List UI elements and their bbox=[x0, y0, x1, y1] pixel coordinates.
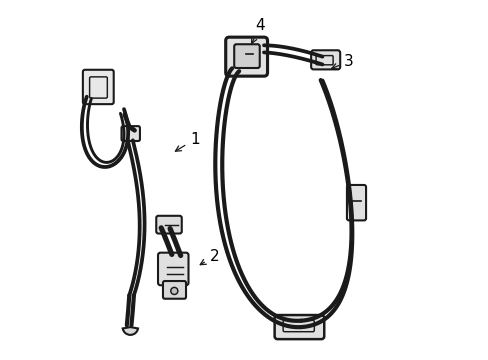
FancyBboxPatch shape bbox=[346, 185, 366, 220]
FancyBboxPatch shape bbox=[234, 44, 259, 68]
Circle shape bbox=[170, 287, 178, 294]
Text: 1: 1 bbox=[175, 132, 199, 151]
FancyBboxPatch shape bbox=[274, 315, 324, 339]
FancyBboxPatch shape bbox=[156, 216, 182, 234]
FancyBboxPatch shape bbox=[158, 253, 188, 285]
FancyBboxPatch shape bbox=[82, 70, 114, 104]
FancyBboxPatch shape bbox=[163, 281, 185, 299]
Text: 2: 2 bbox=[200, 249, 219, 265]
FancyBboxPatch shape bbox=[310, 50, 340, 69]
Wedge shape bbox=[122, 327, 138, 335]
Text: 4: 4 bbox=[251, 18, 264, 43]
FancyBboxPatch shape bbox=[121, 126, 140, 141]
FancyBboxPatch shape bbox=[225, 37, 267, 76]
Text: 3: 3 bbox=[331, 54, 353, 69]
